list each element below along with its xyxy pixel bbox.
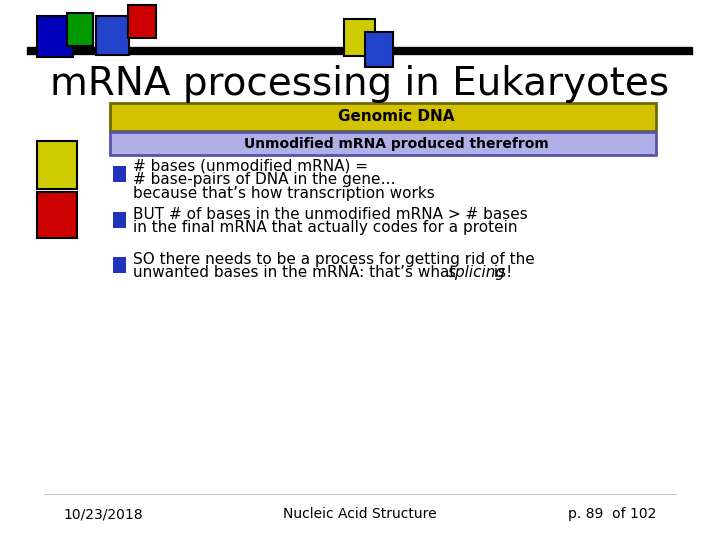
Text: BUT # of bases in the unmodified mRNA > # bases: BUT # of bases in the unmodified mRNA > … (133, 207, 528, 222)
Bar (365, 32, 393, 67)
Text: # bases (unmodified mRNA) =: # bases (unmodified mRNA) = (133, 159, 369, 174)
Text: Nucleic Acid Structure: Nucleic Acid Structure (283, 507, 437, 521)
Text: 10/23/2018: 10/23/2018 (63, 507, 143, 521)
FancyBboxPatch shape (109, 132, 657, 155)
Text: because that’s how transcription works: because that’s how transcription works (133, 186, 435, 201)
Text: SO there needs to be a process for getting rid of the: SO there needs to be a process for getti… (133, 252, 535, 267)
Bar (113, 256, 126, 273)
Text: unwanted bases in the mRNA: that’s what: unwanted bases in the mRNA: that’s what (133, 265, 461, 280)
Bar (96, 16, 130, 55)
Text: in the final mRNA that actually codes for a protein: in the final mRNA that actually codes fo… (133, 220, 518, 235)
Bar (343, 19, 375, 56)
Bar (37, 141, 77, 189)
Text: is!: is! (489, 265, 512, 280)
Bar (67, 14, 93, 46)
Bar (113, 212, 126, 228)
Text: mRNA processing in Eukaryotes: mRNA processing in Eukaryotes (50, 65, 670, 103)
Text: # base-pairs of DNA in the gene…: # base-pairs of DNA in the gene… (133, 172, 396, 187)
Bar (128, 5, 156, 38)
Bar (37, 16, 73, 57)
Text: p. 89  of 102: p. 89 of 102 (568, 507, 657, 521)
Bar (113, 166, 126, 182)
Text: Genomic DNA: Genomic DNA (338, 109, 454, 124)
Bar (37, 192, 77, 238)
Text: splicing: splicing (449, 265, 506, 280)
Text: Unmodified mRNA produced therefrom: Unmodified mRNA produced therefrom (244, 137, 549, 151)
FancyBboxPatch shape (109, 103, 657, 131)
